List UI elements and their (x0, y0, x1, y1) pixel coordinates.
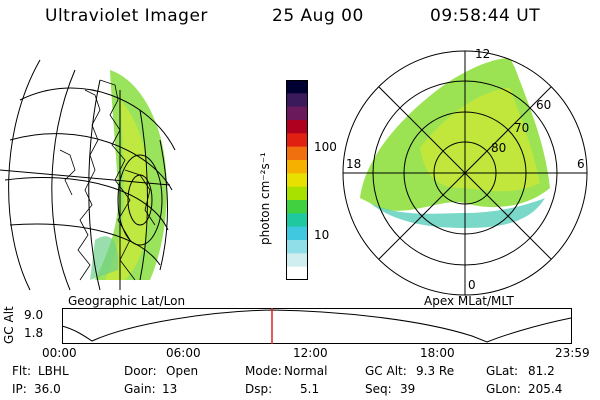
alt-ylabel: GC Alt (2, 306, 16, 344)
dsp-label: Dsp: (245, 382, 273, 396)
alt-xtick-1800: 18:00 (420, 346, 455, 360)
alt-xtick-1200: 12:00 (293, 346, 328, 360)
polar-plot (342, 50, 588, 296)
gcalt-label: GC Alt: (365, 364, 407, 378)
alt-xtick-0000: 00:00 (42, 346, 77, 360)
seq-value: 39 (400, 382, 416, 396)
door-label: Door: (124, 364, 157, 378)
instrument-title: Ultraviolet Imager (45, 6, 208, 26)
altitude-curve (61, 309, 572, 343)
colorbar-band (286, 266, 308, 281)
door-value: Open (166, 364, 199, 378)
colorbar-tick-10: 10 (314, 228, 330, 242)
colorbar-band (286, 160, 308, 174)
mlat-label-60: 60 (536, 98, 552, 112)
colorbar-band (286, 200, 308, 214)
gcalt-value: 9.3 Re (416, 364, 455, 378)
colorbar-band (286, 173, 308, 188)
mlat-label-80: 80 (491, 141, 507, 155)
glon-value: 205.4 (528, 382, 563, 396)
apex-label: Apex MLat/MLT (424, 294, 514, 308)
colorbar-band (286, 106, 308, 121)
date-label: 25 Aug 00 (272, 6, 364, 26)
time-label: 09:58:44 UT (430, 6, 541, 26)
mlt-label-12: 12 (475, 47, 491, 61)
flt-label: Flt: (12, 364, 31, 378)
colorbar-band (286, 240, 308, 254)
geographic-label: Geographic Lat/Lon (68, 294, 186, 308)
alt-xtick-2359: 23:59 (555, 346, 590, 360)
colorbar-band (286, 93, 308, 108)
altitude-plot (61, 308, 572, 344)
colorbar-band (286, 146, 308, 161)
colorbar-band (286, 253, 308, 268)
mode-value: Normal (284, 364, 328, 378)
mode-label: Mode: (245, 364, 282, 378)
geographic-map (0, 59, 176, 291)
glon-label: GLon: (486, 382, 521, 396)
colorbar-band (286, 133, 308, 148)
ip-label: IP: (12, 382, 27, 396)
colorbar-band (286, 213, 308, 228)
colorbar-tick-100: 100 (314, 140, 337, 154)
colorbar-band (286, 80, 308, 94)
glat-label: GLat: (486, 364, 519, 378)
mlt-label-18: 18 (346, 157, 362, 171)
glat-value: 81.2 (528, 364, 555, 378)
gain-value: 13 (162, 382, 178, 396)
alt-ytick-high: 9.0 (24, 308, 44, 322)
colorbar-band (286, 226, 308, 241)
mlt-label-6: 6 (577, 157, 585, 171)
colorbar-band (286, 120, 308, 134)
ip-value: 36.0 (34, 382, 61, 396)
flt-value: LBHL (38, 364, 69, 378)
seq-label: Seq: (365, 382, 392, 396)
mlt-label-0: 0 (468, 278, 476, 292)
colorbar (286, 80, 308, 281)
mlat-label-70: 70 (514, 121, 530, 135)
gain-label: Gain: (124, 382, 156, 396)
colorbar-band (286, 186, 308, 201)
alt-xtick-0600: 06:00 (166, 346, 201, 360)
alt-ytick-low: 1.8 (24, 326, 44, 340)
colorbar-unit-label: photon cm⁻²s⁻¹ (258, 152, 272, 245)
dsp-value: 5.1 (300, 382, 320, 396)
